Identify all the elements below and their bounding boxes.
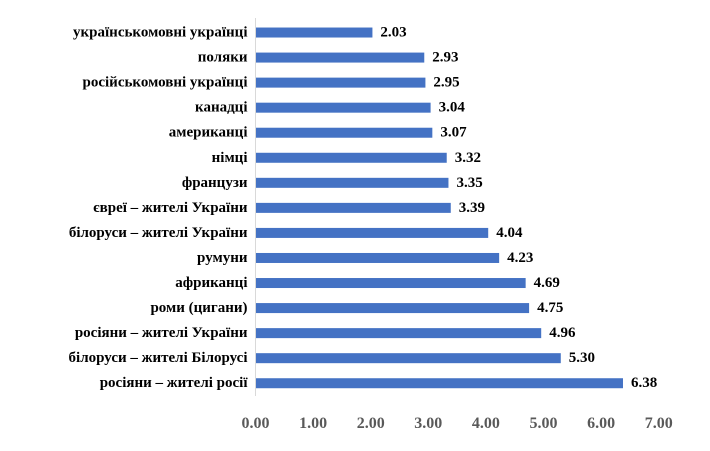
data-label: 3.32 (455, 150, 481, 166)
x-tick-label: 4.00 (472, 415, 500, 432)
bar (255, 252, 500, 263)
bar (255, 353, 561, 364)
data-label: 2.03 (380, 25, 406, 41)
x-tick-label: 3.00 (414, 415, 442, 432)
x-tick-label: 7.00 (645, 415, 673, 432)
x-axis-ticks: 0.00 1.00 2.00 3.00 4.00 5.00 6.00 7.00 (242, 415, 673, 432)
data-label: 3.07 (440, 125, 467, 141)
data-label: 3.39 (459, 200, 485, 216)
category-label: румуни (197, 250, 248, 266)
bars-group (255, 27, 623, 389)
category-label: білоруси – жителі України (69, 225, 248, 241)
category-label: канадці (195, 100, 247, 116)
data-label: 2.93 (432, 50, 458, 66)
category-label: французи (182, 175, 248, 191)
x-tick-label: 0.00 (242, 415, 270, 432)
category-label: російськомовні українці (83, 75, 248, 91)
category-labels: українськомовні українці поляки російськом… (69, 25, 249, 392)
bar (255, 152, 447, 163)
data-label: 3.35 (456, 175, 482, 191)
category-label: роми (цигани) (150, 300, 247, 316)
x-tick-label: 1.00 (299, 415, 327, 432)
bar (255, 102, 431, 113)
bar (255, 127, 433, 138)
data-label: 4.69 (534, 275, 560, 291)
data-label: 2.95 (433, 75, 459, 91)
bar (255, 227, 489, 238)
bar (255, 278, 526, 289)
data-label: 5.30 (569, 350, 595, 366)
data-label: 4.75 (537, 300, 563, 316)
data-label: 4.23 (507, 250, 533, 266)
category-label: українськомовні українці (73, 25, 247, 41)
data-label: 6.38 (631, 375, 657, 391)
category-label: німці (212, 150, 248, 166)
bar (255, 328, 542, 339)
category-label: американці (169, 125, 248, 141)
category-label: росіяни – жителі росії (100, 375, 249, 391)
x-tick-label: 2.00 (357, 415, 385, 432)
category-label: поляки (198, 50, 248, 66)
x-tick-label: 6.00 (587, 415, 615, 432)
data-label: 4.04 (496, 225, 523, 241)
bar (255, 52, 425, 63)
category-label: росіяни – жителі України (75, 325, 248, 341)
category-label: євреї – жителі України (93, 200, 248, 216)
value-labels: 2.03 2.93 2.95 3.04 3.07 3.32 3.35 3.39 4.04 4.23… (380, 25, 657, 392)
data-label: 4.96 (549, 325, 576, 341)
category-label: білоруси – жителі Білорусі (69, 350, 248, 366)
data-label: 3.04 (439, 100, 466, 116)
x-tick-label: 5.00 (530, 415, 558, 432)
bar (255, 27, 373, 38)
category-label: африканці (175, 275, 247, 291)
bar (255, 77, 426, 88)
bar (255, 378, 623, 389)
bar (255, 202, 451, 213)
bar (255, 303, 530, 314)
bar (255, 177, 449, 188)
